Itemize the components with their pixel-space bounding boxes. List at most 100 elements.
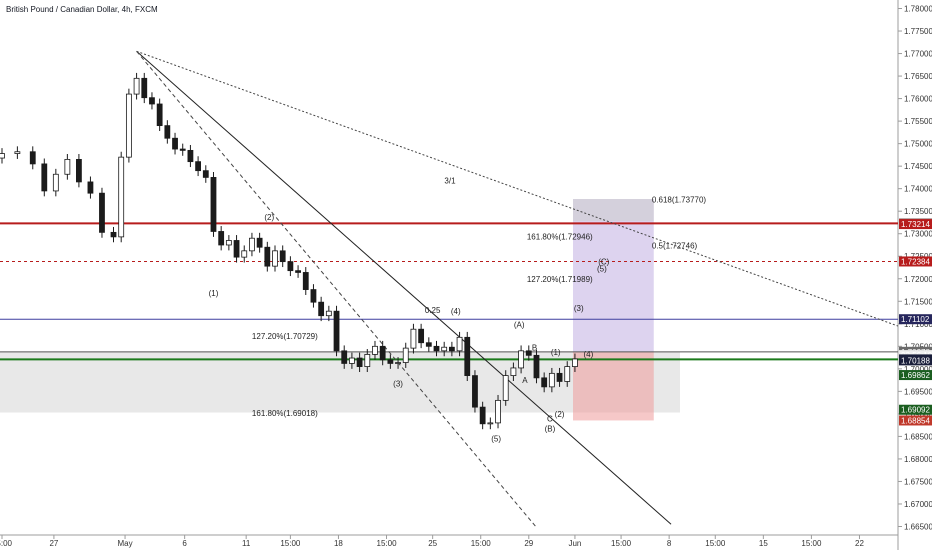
candle-body <box>202 170 209 178</box>
dotted-trendline <box>136 50 899 327</box>
y-tick-label: 1.67000 <box>904 500 932 509</box>
candle-body <box>287 261 294 272</box>
candle-body <box>510 367 517 377</box>
candle-body <box>310 289 317 303</box>
x-tick-label: 27 <box>49 539 58 548</box>
candle-body <box>441 346 448 352</box>
candle-body <box>110 231 117 238</box>
price-badge-label: 1.68854 <box>901 416 930 425</box>
y-tick-label: 1.77500 <box>904 27 932 36</box>
y-tick-label: 1.75500 <box>904 117 932 126</box>
candle-body <box>52 173 59 192</box>
candle-body <box>464 336 471 377</box>
y-tick-label: 1.69500 <box>904 387 932 396</box>
y-tick-label: 1.76000 <box>904 95 932 104</box>
chart-title: British Pound / Canadian Dollar, 4h, FXC… <box>6 5 158 14</box>
fib-upper-box <box>573 199 654 222</box>
price-badge <box>899 370 932 381</box>
y-tick-label: 1.78000 <box>904 5 932 14</box>
fib-level-label: 127.20%(1.70729) <box>252 332 318 341</box>
candle-body <box>518 350 524 369</box>
wave-label: (1) <box>551 348 561 357</box>
x-tick-label: 15:00 <box>280 539 301 548</box>
candle-body <box>572 358 578 367</box>
levels-layer <box>0 222 898 361</box>
candle-body <box>456 336 463 352</box>
candle-body <box>495 399 501 424</box>
y-tick-label: 1.68500 <box>904 432 932 441</box>
candle-body <box>325 310 332 317</box>
y-tick-label: 1.76500 <box>904 72 932 81</box>
candle-body <box>564 366 571 382</box>
candle-body <box>118 156 125 238</box>
y-tick-label: 1.71000 <box>904 320 932 329</box>
x-tick-label: 15:00 <box>705 539 726 548</box>
candle-body <box>210 177 217 232</box>
wave-label: 0.25 <box>425 306 441 315</box>
price-badge <box>899 314 932 325</box>
zones-layer <box>0 199 680 421</box>
support-zone <box>0 351 680 413</box>
price-badge <box>899 256 932 267</box>
x-tick-label: Jun <box>568 539 581 548</box>
x-tick-label: 22 <box>855 539 864 548</box>
candle-body <box>533 354 540 379</box>
wave-label: (5) <box>491 435 501 444</box>
candle-body <box>387 359 394 364</box>
candle-body <box>341 350 348 364</box>
price-badge-label: 1.69862 <box>901 371 930 380</box>
candle-body <box>164 125 171 139</box>
time-axis[interactable]: 15:00 27 May 6 11 15:00 18 15:00 25 15:00 29 Jun 15:… <box>0 535 864 548</box>
y-tick-label: 1.66500 <box>904 522 932 531</box>
candle-body <box>249 237 255 252</box>
x-tick-label: 11 <box>242 539 251 548</box>
candle-body <box>264 246 271 267</box>
candle-body <box>172 137 178 150</box>
candle-body <box>318 301 325 317</box>
candle-body <box>218 231 225 246</box>
candle-body <box>295 270 301 273</box>
candle-body <box>372 345 378 355</box>
candle-body <box>241 250 248 258</box>
fib-level-label: 0.5(1.72746) <box>652 241 698 250</box>
candle-body <box>379 345 386 361</box>
candle-body <box>425 342 432 347</box>
candle-body <box>349 357 355 364</box>
candle-body <box>356 357 363 367</box>
candle-body <box>279 250 286 263</box>
y-tick-label: 1.74500 <box>904 162 932 171</box>
candle-body <box>225 240 232 246</box>
candle-body <box>179 148 186 151</box>
price-badge-label: 1.69092 <box>901 406 930 415</box>
candle-body <box>195 161 202 172</box>
wave-label: (C) <box>598 258 609 267</box>
y-tick-label: 1.75000 <box>904 140 932 149</box>
wave-label: (4) <box>583 350 593 359</box>
wave-label: (A) <box>514 321 525 330</box>
x-tick-label: 29 <box>524 539 533 548</box>
candle-body <box>433 345 440 352</box>
x-tick-label: 18 <box>334 539 343 548</box>
x-tick-label: 15 <box>759 539 768 548</box>
price-badge-label: 1.72384 <box>901 257 930 266</box>
candle-body <box>333 310 340 352</box>
candle-body <box>14 151 21 154</box>
candle-body <box>448 346 455 352</box>
candle-body <box>99 192 105 233</box>
price-badge-label: 1.73214 <box>901 220 930 229</box>
fib-level-label: 161.80%(1.69018) <box>252 409 318 418</box>
price-badge <box>899 415 932 426</box>
labels-layer: 0.618(1.73770) 161.80%(1.72946) 0.5(1.7274… <box>209 177 707 444</box>
candle-body <box>541 377 548 388</box>
candle-body <box>0 153 5 159</box>
x-tick-label: 15:00 <box>0 539 13 548</box>
y-tick-label: 1.73500 <box>904 207 932 216</box>
candle-body <box>125 93 132 158</box>
x-tick-label: May <box>117 539 132 548</box>
candle-body <box>233 240 240 258</box>
price-badge <box>899 404 932 415</box>
candle-body <box>141 77 148 99</box>
candle-body <box>548 372 555 388</box>
x-tick-label: 15:00 <box>611 539 632 548</box>
